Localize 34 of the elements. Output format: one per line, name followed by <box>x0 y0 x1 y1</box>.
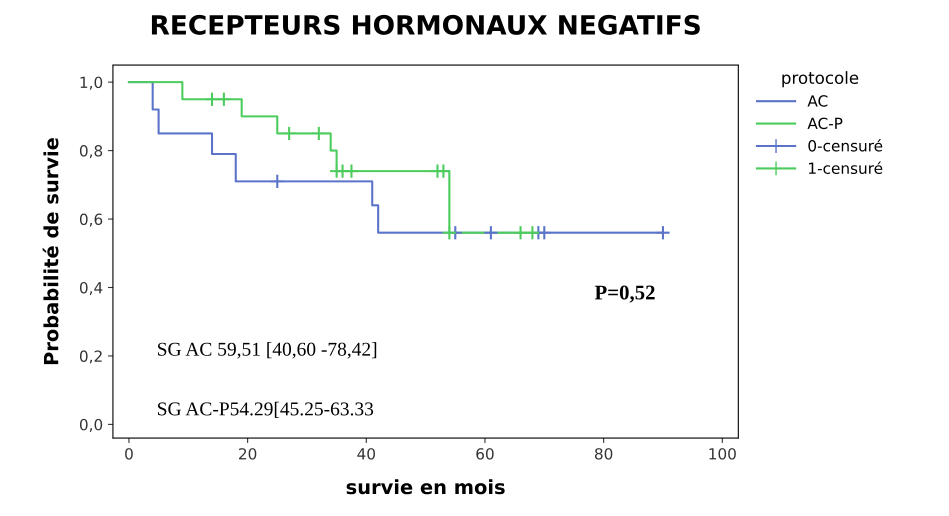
y-tick-label: 0,8 <box>80 145 102 158</box>
y-axis-title: Probabilité de survie <box>42 138 58 364</box>
point <box>282 126 297 142</box>
point <box>483 225 499 240</box>
point <box>216 92 232 107</box>
legend-label: 1-censuré <box>809 162 882 174</box>
x-tick-label: 40 <box>357 448 375 460</box>
annotation: SG AC 59,51 [40,60 -78,42] <box>158 342 376 359</box>
x-tick-label: 60 <box>476 448 494 460</box>
legend-label: AC-P <box>807 118 842 130</box>
x-tick-label: 20 <box>239 448 256 460</box>
x-tick-label: 100 <box>709 448 736 460</box>
point <box>524 225 540 240</box>
x-tick-label: 80 <box>594 448 612 460</box>
y-tick-label: 0,2 <box>80 350 102 364</box>
point <box>655 225 671 240</box>
legend-label: 0-censuré <box>808 139 882 152</box>
y-tick-label: 0,0 <box>80 418 102 432</box>
x-axis-title: survie en mois <box>346 479 505 494</box>
point <box>344 163 360 179</box>
x-tick-label: 0 <box>125 448 133 460</box>
legend-label: AC <box>807 95 828 107</box>
annotation: SG AC-P54.29[45.25-63.33 <box>158 402 374 418</box>
point <box>442 225 457 240</box>
point <box>311 126 326 142</box>
chart-title: RECEPTEURS HORMONAUX NEGATIFS <box>152 14 700 35</box>
point <box>204 92 220 107</box>
point <box>512 225 528 240</box>
y-tick-label: 1,0 <box>80 76 102 90</box>
y-tick-label: 0,6 <box>80 214 102 227</box>
annotation: P=0,52 <box>594 285 655 303</box>
legend-title: protocole <box>782 71 858 88</box>
point <box>270 174 285 190</box>
y-tick-label: 0,4 <box>80 282 102 296</box>
